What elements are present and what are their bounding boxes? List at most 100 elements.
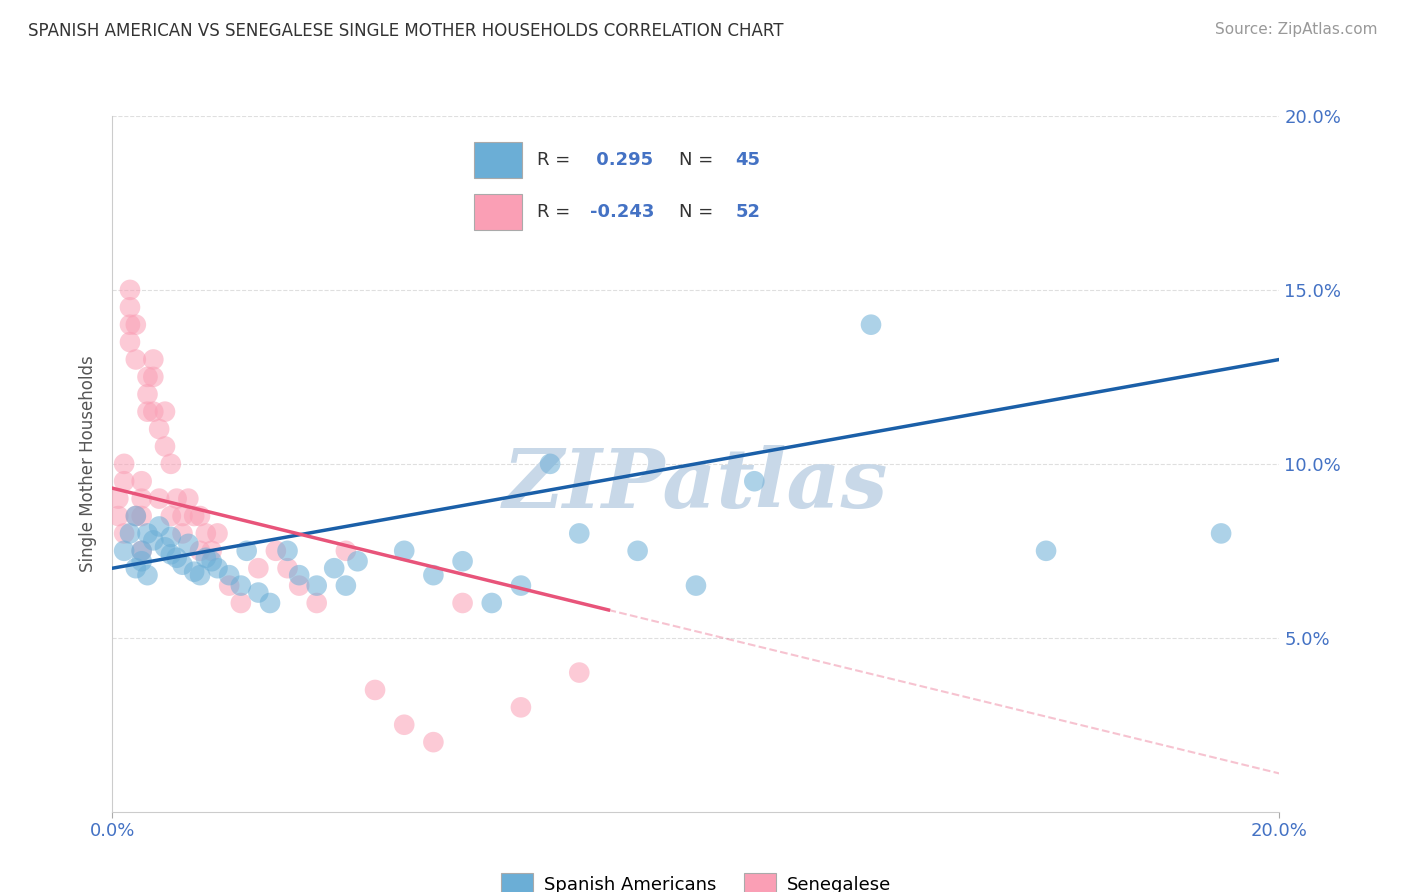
Point: [166, 550, 188, 565]
Text: -0.243: -0.243: [589, 203, 654, 221]
Point: [568, 665, 591, 680]
Point: [626, 543, 648, 558]
Text: N =: N =: [679, 151, 718, 169]
Point: [142, 405, 165, 419]
Point: [201, 543, 224, 558]
Point: [207, 561, 229, 575]
Point: [142, 369, 165, 384]
Point: [305, 596, 328, 610]
Point: [276, 561, 298, 575]
Point: [188, 543, 211, 558]
Point: [107, 508, 129, 523]
Point: [509, 700, 531, 714]
Point: [451, 596, 474, 610]
Point: [481, 596, 503, 610]
Point: [160, 530, 183, 544]
Point: [160, 547, 183, 561]
Point: [335, 543, 357, 558]
Point: [172, 526, 194, 541]
Point: [160, 508, 183, 523]
Point: [218, 578, 240, 592]
Point: [112, 474, 135, 488]
Text: 52: 52: [735, 203, 761, 221]
Point: [183, 565, 205, 579]
Point: [131, 474, 153, 488]
Point: [218, 568, 240, 582]
Point: [305, 578, 328, 592]
Point: [142, 352, 165, 367]
Point: [166, 491, 188, 506]
Point: [276, 543, 298, 558]
Point: [136, 568, 159, 582]
Text: R =: R =: [537, 151, 576, 169]
Point: [346, 554, 368, 568]
Point: [118, 300, 141, 315]
Point: [153, 440, 176, 454]
Point: [112, 526, 135, 541]
Point: [148, 422, 170, 436]
Legend: Spanish Americans, Senegalese: Spanish Americans, Senegalese: [494, 866, 898, 892]
Point: [172, 558, 194, 572]
Text: N =: N =: [679, 203, 718, 221]
Point: [177, 491, 200, 506]
Point: [568, 526, 591, 541]
Point: [112, 457, 135, 471]
Point: [142, 533, 165, 548]
Point: [131, 554, 153, 568]
Point: [153, 405, 176, 419]
Point: [859, 318, 883, 332]
Point: [136, 405, 159, 419]
Point: [235, 543, 257, 558]
Point: [131, 491, 153, 506]
Point: [264, 543, 287, 558]
Point: [131, 543, 153, 558]
Bar: [474, 194, 522, 230]
Point: [107, 491, 129, 506]
Point: [288, 578, 311, 592]
Point: [112, 543, 135, 558]
Point: [451, 554, 474, 568]
Point: [118, 334, 141, 349]
Text: Source: ZipAtlas.com: Source: ZipAtlas.com: [1215, 22, 1378, 37]
Point: [177, 537, 200, 551]
Point: [118, 526, 141, 541]
Point: [207, 526, 229, 541]
Point: [288, 568, 311, 582]
Point: [364, 683, 387, 698]
Point: [742, 474, 765, 488]
Point: [509, 578, 531, 592]
Point: [125, 508, 148, 523]
Point: [153, 541, 176, 555]
Point: [125, 508, 148, 523]
Point: [194, 526, 217, 541]
Point: [136, 526, 159, 541]
Point: [118, 283, 141, 297]
Text: ZIPatlas: ZIPatlas: [503, 445, 889, 524]
Point: [183, 508, 205, 523]
Point: [188, 508, 211, 523]
Point: [148, 491, 170, 506]
Point: [131, 543, 153, 558]
Y-axis label: Single Mother Households: Single Mother Households: [79, 356, 97, 572]
Point: [136, 369, 159, 384]
Point: [538, 457, 561, 471]
Text: 45: 45: [735, 151, 761, 169]
Point: [392, 543, 416, 558]
Bar: [474, 142, 522, 178]
Point: [259, 596, 281, 610]
Point: [323, 561, 346, 575]
Point: [125, 561, 148, 575]
Point: [247, 585, 270, 599]
Point: [335, 578, 357, 592]
Point: [201, 554, 224, 568]
Point: [125, 318, 148, 332]
Point: [1209, 526, 1232, 541]
Point: [1035, 543, 1057, 558]
Point: [125, 352, 148, 367]
Point: [392, 717, 416, 731]
Point: [229, 578, 252, 592]
Point: [422, 568, 444, 582]
Point: [422, 735, 444, 749]
Point: [247, 561, 270, 575]
Point: [148, 519, 170, 533]
